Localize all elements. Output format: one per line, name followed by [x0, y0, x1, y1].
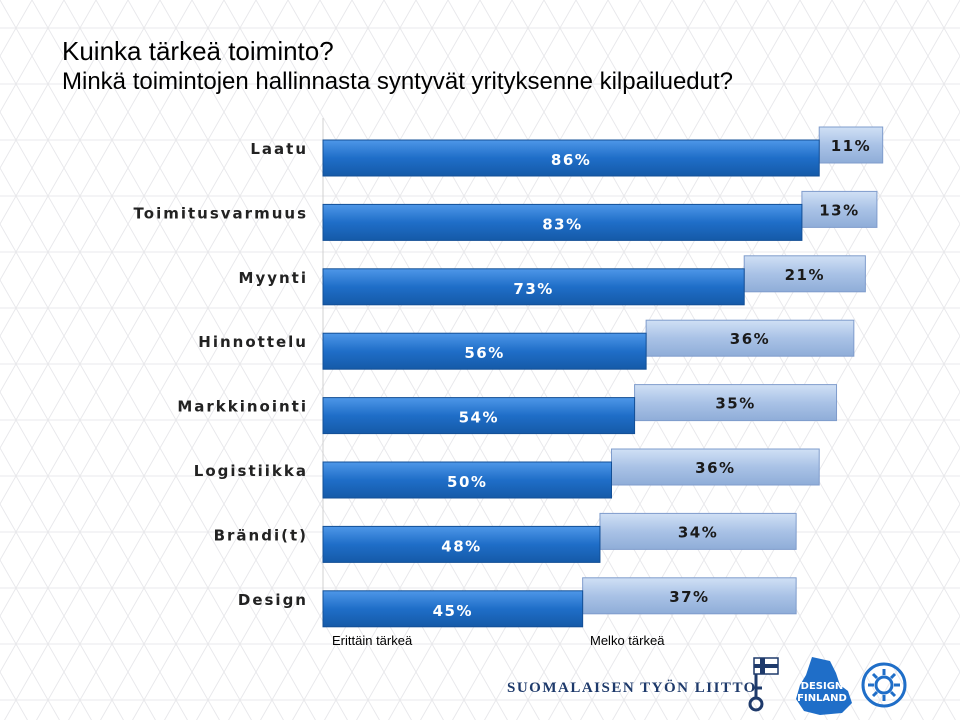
value-label-fairly-important-markkinointi: 35% — [715, 395, 755, 413]
organization-name: SUOMALAISEN TYÖN LIITTO — [507, 680, 757, 696]
value-label-very-important-logistiikka: 50% — [447, 473, 487, 491]
bar-fairly-important-markkinointi — [634, 384, 838, 422]
value-label-very-important-hinnottelu: 56% — [464, 344, 504, 362]
bar-fairly-important-laatu — [818, 126, 884, 164]
bar-very-important-laatu — [322, 139, 820, 177]
legend-entry-very-important: Erittäin tärkeä — [332, 633, 413, 648]
value-label-fairly-important-toimitusvarmuus: 13% — [819, 201, 859, 219]
category-label-laatu: Laatu — [250, 140, 308, 158]
value-label-very-important-markkinointi: 54% — [459, 409, 499, 427]
value-label-very-important-design: 45% — [433, 602, 473, 620]
value-label-fairly-important-laatu: 11% — [831, 137, 871, 155]
category-label-design: Design — [238, 591, 308, 609]
bar-fairly-important-hinnottelu — [645, 319, 855, 357]
category-label-markkinointi: Markkinointi — [177, 398, 308, 416]
page-title: Kuinka tärkeä toiminto? — [62, 36, 334, 66]
bar-very-important-brändi-t — [322, 525, 601, 563]
category-label-toimitusvarmuus: Toimitusvarmuus — [134, 204, 308, 222]
category-label-myynti: Myynti — [239, 269, 308, 287]
value-label-fairly-important-logistiikka: 36% — [695, 459, 735, 477]
value-label-fairly-important-design: 37% — [669, 588, 709, 606]
category-label-brändi-t: Brändi(t) — [214, 526, 308, 544]
design-logo-line1: DESIGN — [801, 681, 844, 692]
bar-fairly-important-brändi-t — [599, 512, 797, 550]
title-block: Kuinka tärkeä toiminto? Minkä toimintoje… — [62, 36, 733, 97]
value-label-very-important-myynti: 73% — [513, 280, 553, 298]
value-label-fairly-important-hinnottelu: 36% — [730, 330, 770, 348]
bar-very-important-design — [322, 590, 584, 628]
bar-very-important-logistiikka — [322, 461, 612, 499]
bar-very-important-markkinointi — [322, 397, 636, 435]
page-subtitle: Minkä toimintojen hallinnasta syntyvät y… — [62, 68, 734, 95]
value-label-very-important-brändi-t: 48% — [441, 537, 481, 555]
value-label-fairly-important-brändi-t: 34% — [678, 523, 718, 541]
value-label-fairly-important-myynti: 21% — [785, 266, 825, 284]
design-finland-logo: DESIGN FINLAND — [796, 657, 852, 715]
circular-emblem-logo — [861, 662, 907, 708]
bar-very-important-myynti — [322, 268, 745, 306]
bar-fairly-important-design — [582, 577, 797, 615]
key-flag-logo — [748, 657, 779, 712]
category-label-logistiikka: Logistiikka — [194, 462, 308, 480]
legend-entry-fairly-important: Melko tärkeä — [590, 633, 665, 648]
value-label-very-important-toimitusvarmuus: 83% — [542, 215, 582, 233]
design-logo-line2: FINLAND — [797, 693, 847, 704]
bar-very-important-hinnottelu — [322, 332, 647, 370]
value-label-very-important-laatu: 86% — [551, 151, 591, 169]
bar-fairly-important-logistiikka — [611, 448, 820, 486]
category-label-hinnottelu: Hinnottelu — [198, 333, 308, 351]
bar-very-important-toimitusvarmuus — [322, 203, 803, 241]
